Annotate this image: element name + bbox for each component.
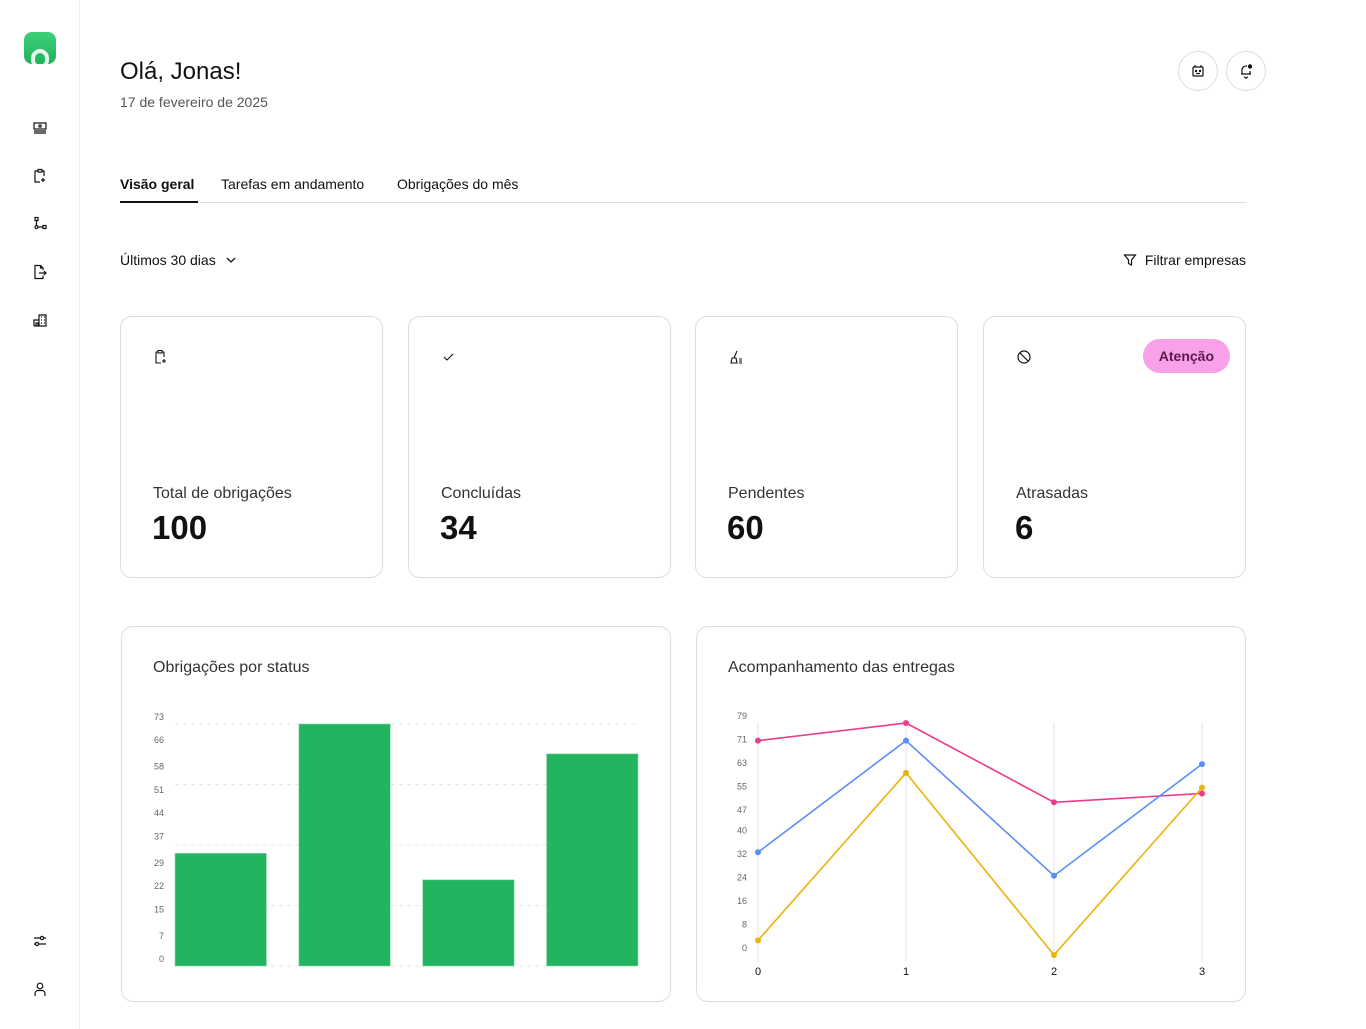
- card-value: 100: [152, 509, 208, 546]
- y-tick-label: 63: [737, 758, 747, 768]
- x-tick-label: 0: [755, 966, 761, 978]
- series-line: [757, 771, 1203, 957]
- filter-companies-button[interactable]: Filtrar empresas: [1123, 252, 1246, 268]
- filter-label: Filtrar empresas: [1144, 252, 1246, 268]
- card-label: Total de obrigações: [153, 485, 292, 502]
- nav-dashboard-icon[interactable]: [32, 120, 48, 136]
- y-tick-label: 24: [737, 873, 747, 883]
- robot-icon: [1192, 65, 1204, 77]
- data-point: [1199, 790, 1205, 797]
- notifications-button[interactable]: [1226, 51, 1266, 91]
- current-date: 17 de fevereiro de 2025: [120, 94, 268, 110]
- tab-tarefas-em-andamento[interactable]: Tarefas em andamento: [221, 176, 365, 192]
- bar-chart-svg: 0 7 15 22 29 37 44 51 58 66 73: [154, 712, 639, 967]
- nav-building-icon[interactable]: [32, 312, 48, 328]
- data-point: [903, 720, 909, 726]
- period-label: Últimos 30 dias: [120, 252, 216, 268]
- check-icon: [443, 353, 454, 361]
- y-tick-label: 15: [154, 904, 164, 914]
- chart-title: Obrigações por status: [153, 659, 310, 676]
- bar: [422, 879, 515, 967]
- series-line: [757, 722, 1203, 804]
- card-value: 6: [1015, 509, 1034, 546]
- card-value: 60: [727, 509, 764, 546]
- y-tick-label: 71: [737, 734, 747, 744]
- broom-icon: [730, 350, 742, 364]
- data-point: [1199, 784, 1205, 791]
- series-line: [757, 739, 1203, 877]
- card-label: Atrasadas: [1016, 485, 1089, 502]
- y-tick-label: 73: [154, 712, 164, 722]
- status-bar-chart: Obrigações por status 0 7 15 22 29 37 44 51 58 66…: [121, 626, 671, 1002]
- y-tick-label: 55: [737, 781, 747, 791]
- card-value: 34: [440, 509, 477, 546]
- prohibited-icon: [1017, 350, 1031, 364]
- nav-file-export-icon[interactable]: [32, 264, 48, 280]
- data-point: [1051, 872, 1057, 879]
- tabs: Visão geral Tarefas em andamento Obrigaç…: [120, 176, 1246, 203]
- user-icon[interactable]: [32, 981, 48, 997]
- bar: [174, 852, 267, 967]
- y-tick-label: 58: [154, 762, 164, 772]
- page-title: Olá, Jonas!: [120, 58, 242, 85]
- card-atrasadas: Atenção Atrasadas 6: [983, 316, 1246, 578]
- card-concluidas: Concluídas 34: [408, 316, 671, 578]
- y-tick-label: 66: [154, 735, 164, 745]
- nav-clipboard-add-icon[interactable]: [32, 168, 48, 184]
- chevron-down-icon: [226, 257, 236, 263]
- settings-sliders-icon[interactable]: [32, 933, 48, 949]
- data-point: [755, 937, 761, 944]
- attention-badge: Atenção: [1142, 339, 1230, 373]
- filter-icon: [1123, 254, 1137, 266]
- x-tick-label: 3: [1199, 966, 1205, 978]
- chart-title: Acompanhamento das entregas: [728, 659, 955, 676]
- logo[interactable]: [24, 32, 56, 64]
- line-chart-svg: 0 8 16 24 32 40 47 55 63 71 79 0 1 2 3: [737, 711, 1205, 978]
- tab-obrigacoes-do-mes[interactable]: Obrigações do mês: [397, 176, 519, 192]
- card-pendentes: Pendentes 60: [695, 316, 958, 578]
- deliveries-line-chart: Acompanhamento das entregas 0 8 16 24 32 40 47…: [696, 626, 1246, 1002]
- data-point: [903, 769, 909, 776]
- y-tick-label: 16: [737, 896, 747, 906]
- y-tick-label: 0: [742, 943, 747, 953]
- nav-workflow-icon[interactable]: [32, 216, 48, 232]
- y-tick-label: 0: [159, 954, 164, 964]
- tab-visao-geral[interactable]: Visão geral: [120, 176, 198, 203]
- data-point: [1051, 799, 1057, 806]
- data-point: [755, 849, 761, 856]
- sidebar: [0, 0, 80, 1029]
- x-tick-label: 2: [1051, 966, 1057, 978]
- card-label: Pendentes: [728, 485, 805, 502]
- assistant-button[interactable]: [1178, 51, 1218, 91]
- y-tick-label: 8: [742, 920, 747, 930]
- y-tick-label: 44: [154, 808, 164, 818]
- y-tick-label: 37: [154, 831, 164, 841]
- bar: [298, 723, 391, 967]
- y-tick-label: 79: [737, 711, 747, 721]
- card-total: Total de obrigações 100: [120, 316, 383, 578]
- clipboard-add-icon: [155, 349, 166, 364]
- period-dropdown[interactable]: Últimos 30 dias: [120, 252, 238, 268]
- y-tick-label: 22: [154, 881, 164, 891]
- y-tick-label: 32: [737, 849, 747, 859]
- card-label: Concluídas: [441, 485, 522, 502]
- y-tick-label: 51: [154, 785, 164, 795]
- data-point: [1199, 761, 1205, 768]
- data-point: [1051, 952, 1057, 958]
- y-tick-label: 29: [154, 858, 164, 868]
- bell-icon: [1241, 64, 1253, 79]
- x-tick-label: 1: [903, 966, 909, 978]
- data-point: [755, 737, 761, 744]
- y-tick-label: 47: [737, 805, 747, 815]
- data-point: [903, 737, 909, 744]
- y-tick-label: 40: [737, 826, 747, 836]
- bar: [546, 753, 639, 967]
- y-tick-label: 7: [159, 931, 164, 941]
